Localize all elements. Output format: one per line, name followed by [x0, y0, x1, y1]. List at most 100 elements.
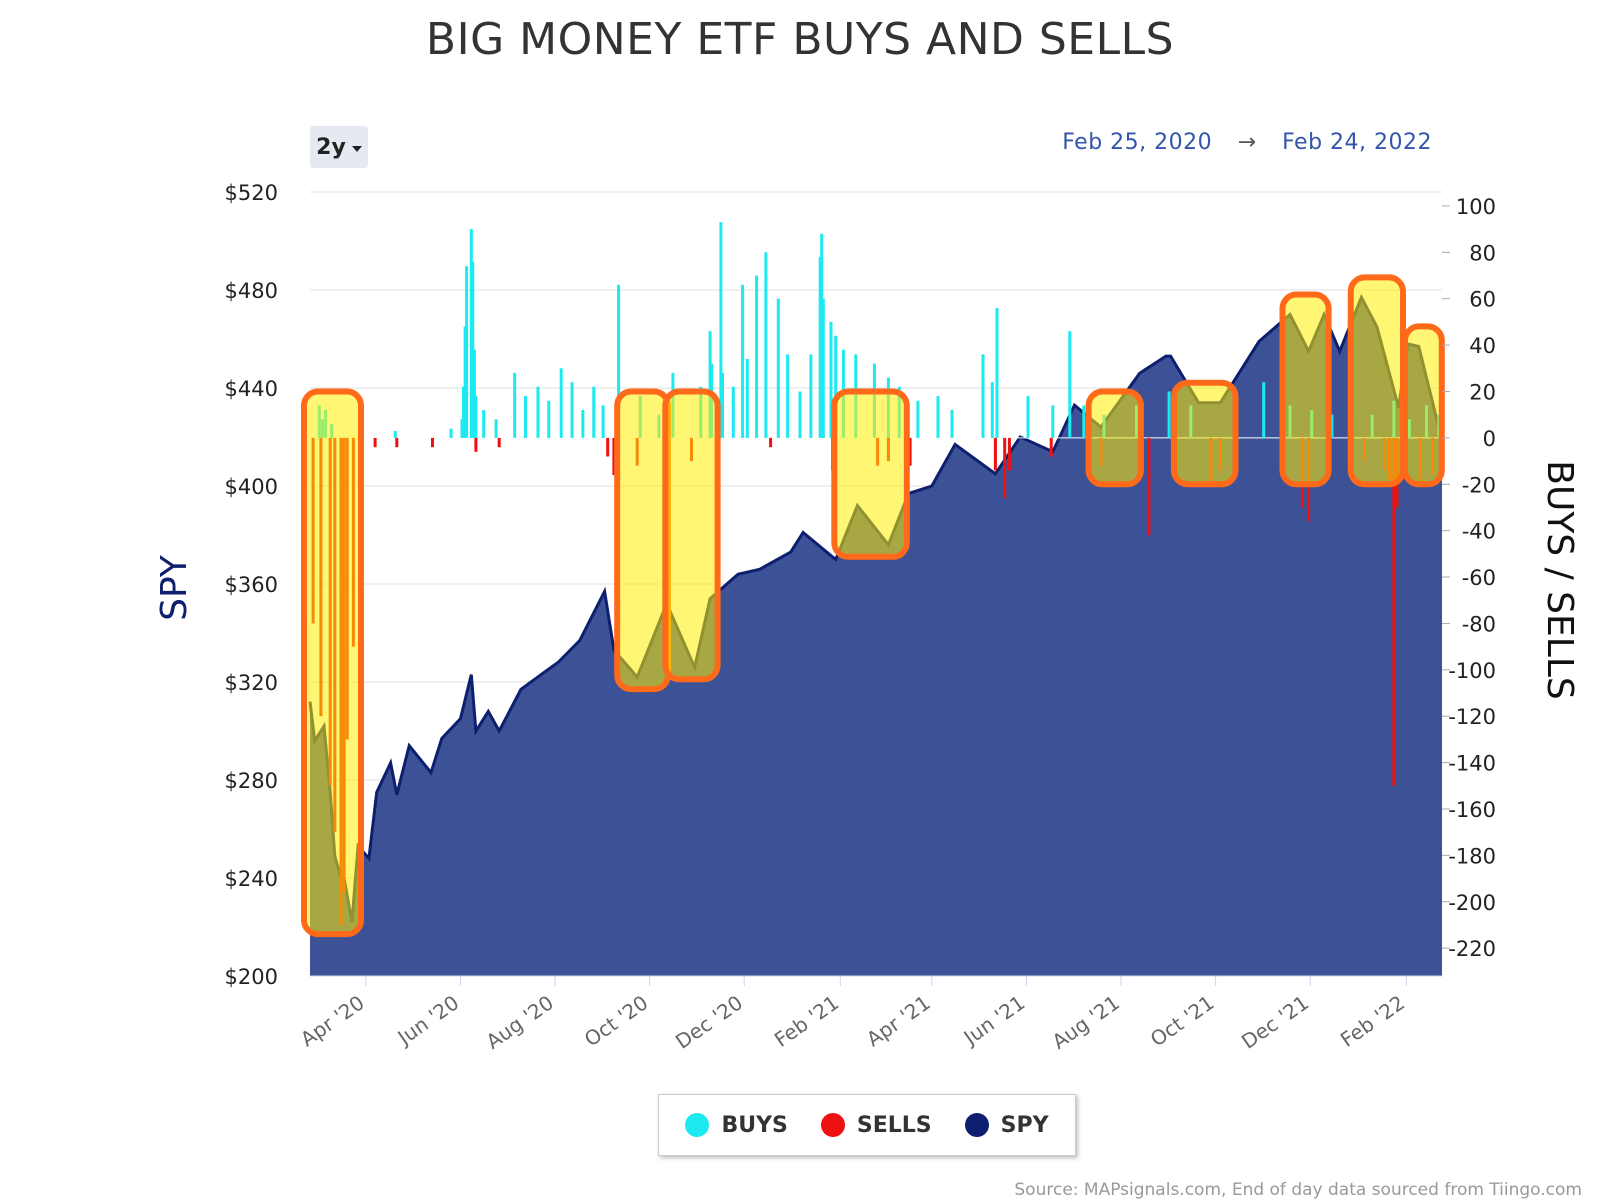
y-right-tick-label: 80	[1469, 241, 1496, 265]
buys-bar	[741, 284, 745, 438]
buys-bar	[617, 284, 621, 438]
x-tick-label: Apr '21	[862, 990, 935, 1051]
buys-bar	[1026, 396, 1030, 438]
buys-bar	[465, 266, 469, 438]
buys-bar	[601, 405, 605, 438]
y-right-tick-label: -40	[1462, 520, 1496, 544]
buys-bar	[524, 396, 527, 438]
spy-area	[310, 297, 1442, 976]
buys-bar	[821, 298, 825, 438]
chart-title: BIG MONEY ETF BUYS AND SELLS	[425, 14, 1175, 65]
legend-item-buys[interactable]: BUYS	[685, 1113, 788, 1138]
y-right-tick-label: -20	[1462, 473, 1496, 497]
x-tick-label: Apr '20	[296, 990, 369, 1051]
buys-bar	[809, 354, 813, 438]
legend-item-spy[interactable]: SPY	[964, 1113, 1049, 1138]
legend-item-sells[interactable]: SELLS	[820, 1112, 932, 1138]
sells-bar	[373, 437, 377, 448]
x-tick-label: Jun '21	[958, 990, 1030, 1050]
buys-bar	[786, 354, 790, 438]
legend-label-sells: SELLS	[856, 1112, 932, 1138]
highlight-region	[614, 388, 672, 693]
x-tick-label: Feb '22	[1336, 990, 1409, 1051]
buys-bar	[950, 410, 954, 438]
y-right-tick-label: 40	[1469, 334, 1496, 358]
caret-down-icon	[351, 145, 362, 152]
y-right-tick-label: -180	[1448, 844, 1496, 868]
buys-bar	[536, 386, 540, 438]
y-left-tick-label: $280	[225, 769, 278, 793]
sells-bar	[431, 437, 434, 448]
y-right-tick-label: -160	[1448, 798, 1496, 822]
y-left-axis-title: SPY	[154, 554, 195, 621]
y-left-tick-label: $240	[225, 867, 278, 891]
y-right-tick-label: -80	[1462, 612, 1496, 636]
sells-bar	[1147, 437, 1151, 536]
buys-bar	[1068, 331, 1072, 438]
sells-bar	[474, 437, 478, 452]
buys-bar	[721, 372, 724, 438]
buys-bar	[494, 419, 498, 438]
legend: BUYS SELLS SPY	[658, 1094, 1076, 1156]
sells-bar	[395, 437, 399, 448]
highlight-region	[1085, 388, 1144, 488]
y-right-tick-label: 0	[1483, 427, 1496, 451]
buys-bar	[1082, 405, 1086, 438]
sells-bar	[612, 437, 616, 475]
y-right-tick-label: -220	[1448, 937, 1496, 961]
x-tick-label: Aug '21	[1048, 990, 1124, 1053]
sells-bar	[606, 437, 610, 457]
y-left-tick-label: $480	[225, 279, 278, 303]
range-selector-dropdown[interactable]: 2y	[310, 126, 368, 168]
buys-bar	[471, 261, 475, 438]
buys-bar	[513, 372, 517, 438]
x-tick-label: Dec '21	[1237, 990, 1313, 1053]
buys-bar	[776, 298, 780, 438]
buys-bar	[474, 396, 478, 438]
sells-bar	[1007, 437, 1011, 471]
sells-bar	[497, 437, 501, 448]
highlight-region	[1402, 323, 1445, 488]
buys-bar	[916, 400, 920, 438]
buys-bar	[570, 382, 574, 438]
buys-bar	[990, 382, 994, 438]
y-right-tick-label: -100	[1448, 659, 1496, 683]
y-left-tick-label: $440	[225, 377, 278, 401]
date-range-end[interactable]: Feb 24, 2022	[1282, 130, 1432, 155]
buys-bar	[820, 233, 824, 438]
x-tick-label: Jun '20	[392, 990, 464, 1050]
x-tick-label: Dec '20	[671, 990, 747, 1053]
sells-bar	[1049, 437, 1053, 457]
highlight-regions	[301, 274, 1445, 938]
y-right-tick-label: 100	[1456, 195, 1496, 219]
legend-dot-buys	[685, 1113, 710, 1137]
y-right-tick-label: -140	[1448, 752, 1496, 776]
buys-bar	[547, 400, 551, 438]
range-selector-label: 2y	[316, 134, 346, 160]
sells-bar	[993, 437, 997, 471]
y-left-tick-label: $400	[225, 475, 278, 499]
y-right-tick-label: -200	[1448, 891, 1496, 915]
buys-bar	[829, 321, 833, 438]
highlight-region	[301, 388, 364, 938]
legend-dot-spy	[964, 1113, 989, 1137]
y-left-tick-label: $320	[225, 671, 278, 695]
buys-bar	[393, 430, 397, 438]
buys-bar	[462, 386, 465, 438]
highlight-region	[831, 388, 910, 560]
buys-bar	[592, 386, 596, 438]
buys-bar	[559, 368, 563, 438]
sells-bar	[1392, 437, 1396, 786]
buys-bar	[798, 391, 802, 438]
highlight-region	[1170, 379, 1239, 488]
buys-bar	[936, 396, 940, 438]
y-right-tick-label: -60	[1462, 566, 1496, 590]
date-range-arrow: →	[1237, 130, 1257, 155]
date-range-start[interactable]: Feb 25, 2020	[1062, 130, 1213, 155]
buys-bar	[482, 410, 486, 438]
buys-bar	[1262, 382, 1266, 438]
y-right-tick-label: -120	[1448, 705, 1496, 729]
x-tick-label: Oct '21	[1146, 990, 1219, 1051]
buys-bar	[581, 410, 585, 438]
